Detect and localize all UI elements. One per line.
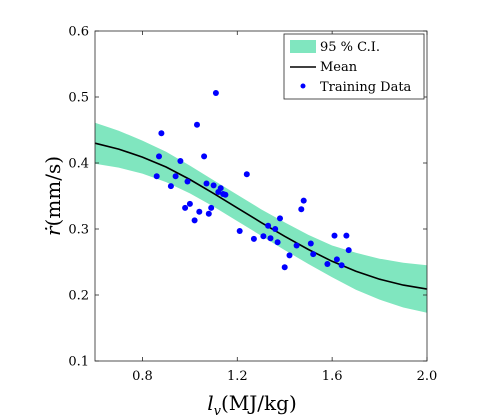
y-tick-label: 0.5 bbox=[68, 91, 89, 106]
training-data-point bbox=[265, 222, 272, 229]
training-data-point bbox=[177, 158, 184, 164]
confidence-interval-band bbox=[95, 122, 427, 313]
y-tick-label: 0.4 bbox=[68, 157, 89, 172]
training-data-point bbox=[243, 171, 250, 178]
training-data-point bbox=[307, 240, 314, 247]
mean-line bbox=[94, 142, 428, 290]
training-data-point bbox=[333, 256, 340, 263]
training-data-point bbox=[172, 173, 179, 180]
x-axis-label-subscript: v bbox=[214, 404, 222, 418]
training-data-point bbox=[338, 262, 345, 269]
training-data-point bbox=[186, 200, 193, 207]
training-data-point bbox=[212, 90, 219, 96]
training-data-point bbox=[324, 261, 331, 267]
training-data-point bbox=[250, 235, 257, 242]
axes-box bbox=[94, 30, 428, 362]
legend: 95 % C.I. Mean Training Data bbox=[283, 33, 425, 100]
legend-ci-swatch bbox=[290, 40, 316, 53]
training-data-point bbox=[260, 233, 267, 240]
legend-data-label: Training Data bbox=[320, 80, 412, 95]
training-data-point bbox=[217, 185, 224, 192]
training-data-point bbox=[298, 206, 305, 213]
training-data-point bbox=[310, 251, 317, 258]
y-tick-label: 0.1 bbox=[68, 355, 89, 370]
legend-ci-label: 95 % C.I. bbox=[320, 40, 380, 55]
training-data-point bbox=[184, 178, 191, 185]
svg-text:ṙ(mm/s): ṙ(mm/s) bbox=[41, 156, 65, 236]
y-tick-label: 0.6 bbox=[68, 25, 89, 40]
training-data-point bbox=[191, 217, 198, 224]
x-tick-label: 2.0 bbox=[417, 369, 438, 384]
training-data-point bbox=[343, 232, 350, 239]
y-tick-label: 0.3 bbox=[68, 223, 89, 238]
training-data-point bbox=[156, 153, 162, 160]
training-data-point bbox=[281, 264, 288, 271]
y-tick-label: 0.2 bbox=[68, 289, 89, 304]
y-axis-label-unit: (mm/s) bbox=[41, 156, 65, 227]
x-axis-label-main: l bbox=[207, 391, 213, 415]
axes bbox=[94, 30, 428, 362]
training-data-point bbox=[203, 180, 210, 187]
y-axis-label-main: ṙ bbox=[41, 225, 65, 236]
x-tick-label: 1.6 bbox=[322, 369, 343, 384]
training-data-point bbox=[274, 239, 281, 246]
training-data-point bbox=[210, 182, 217, 189]
ticks: 0.8 1.2 1.6 2.0 0.1 0.2 0.3 0.4 0.5 0.6 bbox=[68, 25, 437, 385]
training-data-point bbox=[272, 226, 279, 232]
training-data-point bbox=[331, 232, 338, 239]
training-data-points bbox=[153, 90, 352, 271]
training-data-point bbox=[208, 204, 215, 211]
training-data-point bbox=[196, 208, 203, 215]
training-data-point bbox=[286, 252, 293, 259]
training-data-point bbox=[201, 153, 208, 160]
training-data-point bbox=[236, 228, 243, 234]
legend-mean-label: Mean bbox=[320, 60, 358, 75]
training-data-point bbox=[222, 191, 229, 198]
training-data-point bbox=[167, 183, 174, 190]
x-axis-label-unit: (MJ/kg) bbox=[221, 391, 297, 415]
training-data-point bbox=[153, 173, 160, 180]
training-data-point bbox=[345, 247, 352, 254]
training-data-point bbox=[205, 210, 212, 217]
training-data-point bbox=[267, 235, 274, 242]
svg-text:lv(MJ/kg): lv(MJ/kg) bbox=[207, 391, 297, 418]
legend-data-swatch bbox=[300, 83, 306, 89]
x-axis-label: lv(MJ/kg) bbox=[207, 391, 297, 418]
plot-area bbox=[94, 90, 428, 313]
training-data-point bbox=[158, 130, 165, 137]
training-data-point bbox=[182, 204, 189, 211]
y-axis-label: ṙ(mm/s) bbox=[41, 156, 65, 236]
training-data-point bbox=[293, 242, 300, 249]
training-data-point bbox=[194, 121, 200, 128]
x-tick-label: 1.2 bbox=[227, 369, 248, 384]
training-data-point bbox=[277, 215, 283, 222]
training-data-point bbox=[300, 197, 307, 204]
x-tick-label: 0.8 bbox=[132, 369, 153, 384]
